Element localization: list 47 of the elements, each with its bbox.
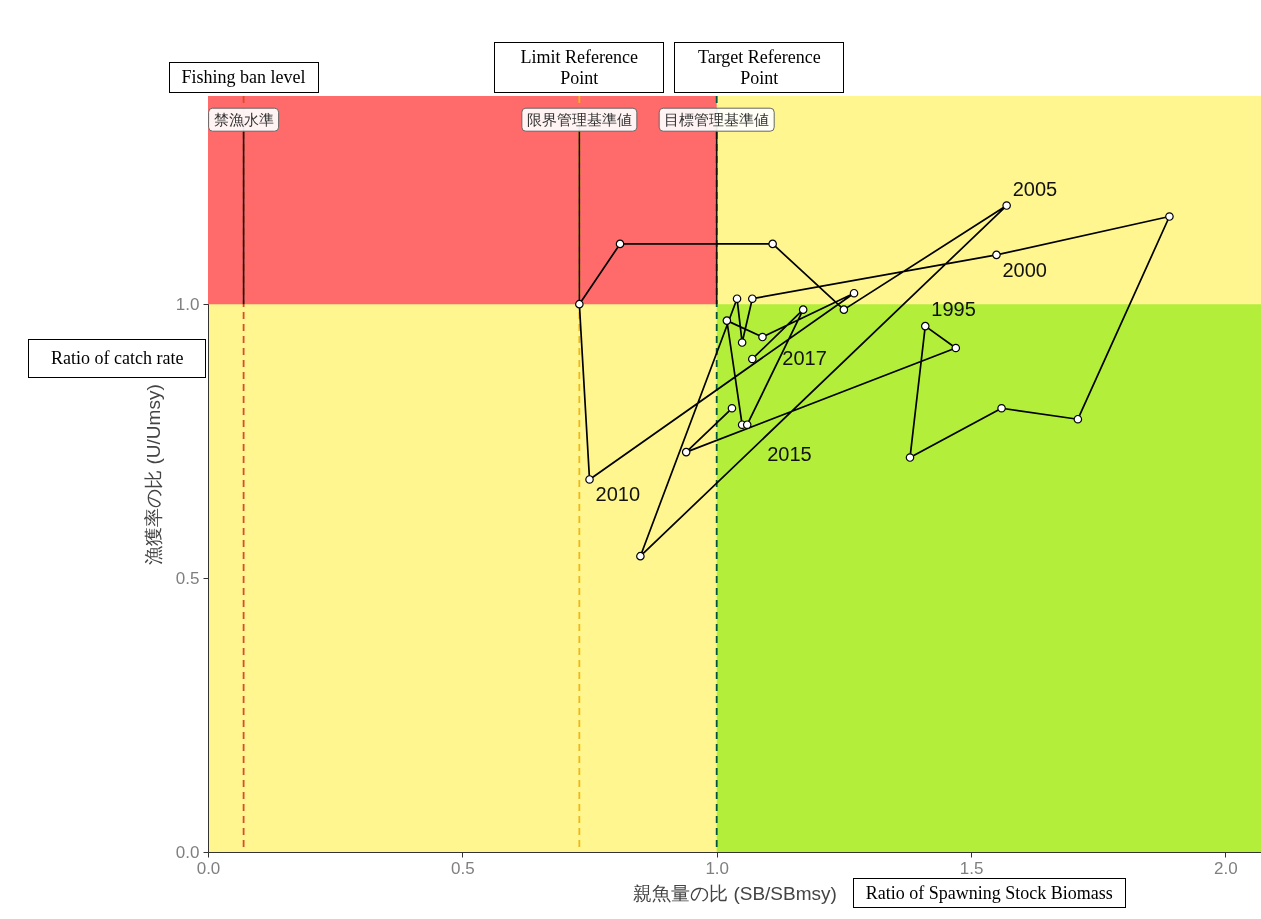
point <box>737 338 747 347</box>
ref-line-label: 限界管理基準値 <box>526 111 632 129</box>
annotation: 2010 <box>595 483 641 506</box>
point <box>849 288 859 298</box>
annotation: 2017 <box>782 346 827 369</box>
x-tick-label: 2.0 <box>1214 858 1238 878</box>
x-tick-label: 1.5 <box>959 858 984 878</box>
point <box>1165 212 1174 221</box>
point <box>681 447 691 457</box>
y-tick-label: 0.5 <box>175 568 200 588</box>
point <box>905 453 915 462</box>
annotation: 2015 <box>767 442 812 465</box>
point <box>748 294 757 303</box>
y-tick-label: 1.0 <box>175 294 200 314</box>
text: Limit Reference Point <box>494 42 665 94</box>
y-axis-title: 漁獲率の比 (U/Umsy) <box>142 384 164 565</box>
text: Ratio of Spawning Stock Biomass <box>852 877 1126 909</box>
point <box>636 551 645 561</box>
point <box>575 299 584 309</box>
point <box>992 250 1001 260</box>
point <box>839 305 849 314</box>
point <box>768 239 777 249</box>
point <box>1002 201 1011 210</box>
point <box>615 239 625 249</box>
point <box>727 403 737 413</box>
ref-line-label: 目標管理基準値 <box>664 111 770 129</box>
annotation: 2005 <box>1012 177 1058 200</box>
point <box>722 316 732 325</box>
point <box>997 403 1006 413</box>
point <box>585 475 594 484</box>
point <box>748 354 757 364</box>
point <box>951 343 961 353</box>
annotation: 1995 <box>931 298 976 321</box>
x-tick-label: 0.5 <box>451 858 475 878</box>
point <box>798 305 808 314</box>
x-tick-label: 1.0 <box>705 858 730 878</box>
point <box>1073 414 1083 424</box>
x-axis-title: 親魚量の比 (SB/SBmsy) <box>633 882 837 904</box>
point <box>742 420 752 429</box>
annotation: 2000 <box>1002 258 1047 281</box>
point <box>758 332 767 342</box>
point <box>920 321 930 331</box>
ref-line-label: 禁漁水準 <box>213 111 274 129</box>
text: Fishing ban level <box>168 62 319 93</box>
text: Target Reference Point <box>674 42 845 94</box>
point <box>732 294 742 303</box>
text: Ratio of catch rate <box>28 339 207 378</box>
